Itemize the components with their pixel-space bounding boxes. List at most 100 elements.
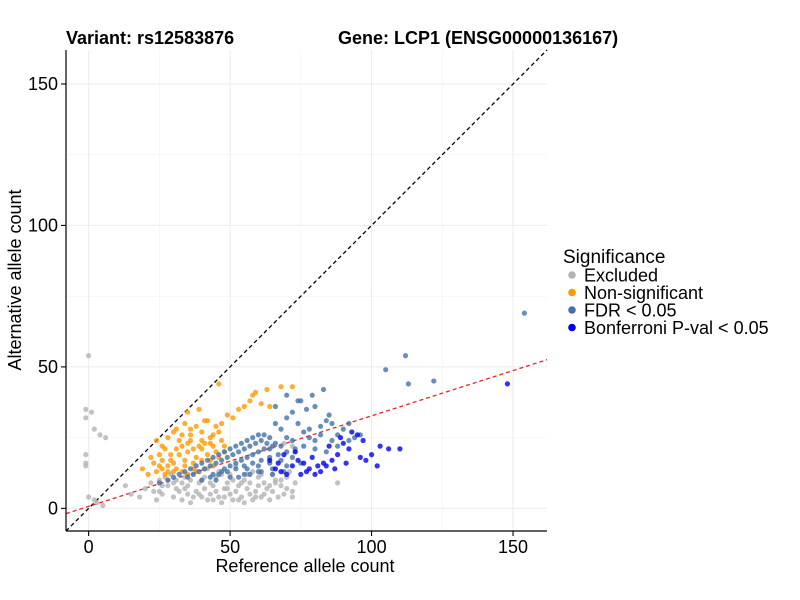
data-point xyxy=(250,435,256,441)
data-point xyxy=(258,457,264,463)
data-point xyxy=(247,471,253,477)
x-axis-label: Reference allele count xyxy=(215,556,394,576)
data-point xyxy=(258,437,264,444)
data-point xyxy=(210,443,216,449)
data-point xyxy=(247,398,253,404)
data-point xyxy=(165,483,171,489)
series-fdr-0-05 xyxy=(156,310,528,486)
data-point xyxy=(261,432,267,438)
data-point xyxy=(323,449,329,455)
data-point xyxy=(179,443,185,449)
data-point xyxy=(168,452,174,458)
data-point xyxy=(202,466,208,472)
data-point xyxy=(312,437,318,444)
data-point xyxy=(193,423,199,429)
data-point xyxy=(318,432,324,438)
data-point xyxy=(196,406,202,412)
data-point xyxy=(289,454,295,460)
legend: Significance ExcludedNon-significantFDR … xyxy=(563,247,769,338)
data-point xyxy=(295,398,301,404)
data-point xyxy=(153,497,160,503)
data-point xyxy=(202,440,208,446)
data-point xyxy=(230,452,236,458)
data-point xyxy=(227,491,233,497)
data-point xyxy=(255,449,261,455)
data-point xyxy=(190,471,196,477)
data-point xyxy=(335,443,341,449)
data-point xyxy=(309,454,315,460)
data-point xyxy=(301,429,307,435)
grid xyxy=(66,50,547,531)
data-point xyxy=(238,440,244,446)
reference-lines xyxy=(65,49,548,532)
data-point xyxy=(253,488,259,494)
data-point xyxy=(253,494,259,500)
data-point xyxy=(250,452,256,458)
reference-line-fit xyxy=(65,359,548,515)
data-point xyxy=(221,494,227,500)
data-point xyxy=(360,437,366,444)
data-point xyxy=(346,437,352,444)
data-point xyxy=(320,386,327,393)
data-point xyxy=(289,409,295,415)
data-point xyxy=(173,486,179,492)
data-point xyxy=(312,446,318,452)
data-point xyxy=(91,426,97,432)
data-point xyxy=(335,452,341,458)
data-point xyxy=(153,437,160,444)
data-point xyxy=(230,497,236,503)
data-point xyxy=(405,381,411,387)
data-point xyxy=(318,423,324,429)
data-point xyxy=(298,471,304,477)
data-point xyxy=(170,474,177,480)
data-point xyxy=(292,480,298,486)
data-point xyxy=(216,429,222,435)
data-point xyxy=(272,440,278,446)
data-point xyxy=(190,446,196,452)
data-point xyxy=(213,460,219,466)
data-point xyxy=(190,494,196,500)
data-point xyxy=(165,477,171,483)
data-point xyxy=(236,497,242,503)
legend-label: Bonferroni P-val < 0.05 xyxy=(584,318,769,338)
y-tick-label: 100 xyxy=(28,215,58,235)
data-point xyxy=(179,432,185,438)
data-point xyxy=(122,483,128,489)
legend-swatch xyxy=(568,306,576,314)
data-point xyxy=(204,457,211,463)
data-point xyxy=(253,440,259,446)
data-point xyxy=(329,457,335,463)
data-point xyxy=(363,457,369,463)
data-point xyxy=(292,449,298,455)
data-point xyxy=(103,435,109,441)
data-point xyxy=(312,403,318,410)
data-point xyxy=(187,500,194,506)
data-point xyxy=(247,480,253,486)
legend-label: Non-significant xyxy=(584,283,703,303)
data-point xyxy=(238,480,244,486)
data-point xyxy=(187,466,194,472)
data-point xyxy=(238,457,244,463)
data-point xyxy=(284,415,290,421)
data-point xyxy=(289,437,295,444)
data-point xyxy=(199,460,205,466)
data-point xyxy=(233,466,239,472)
chart-title-variant: Variant: rs12583876 xyxy=(66,28,234,48)
data-point xyxy=(216,494,222,500)
data-point xyxy=(210,454,216,460)
data-point xyxy=(397,446,403,452)
data-point xyxy=(326,412,332,418)
data-point xyxy=(236,406,242,412)
legend-swatch xyxy=(568,271,576,279)
data-point xyxy=(196,491,202,497)
data-point xyxy=(151,460,157,466)
data-point xyxy=(267,446,273,452)
data-point xyxy=(148,454,154,460)
data-point xyxy=(278,483,284,489)
data-point xyxy=(295,457,301,463)
data-point xyxy=(369,452,375,458)
data-point xyxy=(284,486,290,492)
data-point xyxy=(83,452,89,458)
data-point xyxy=(267,457,273,463)
